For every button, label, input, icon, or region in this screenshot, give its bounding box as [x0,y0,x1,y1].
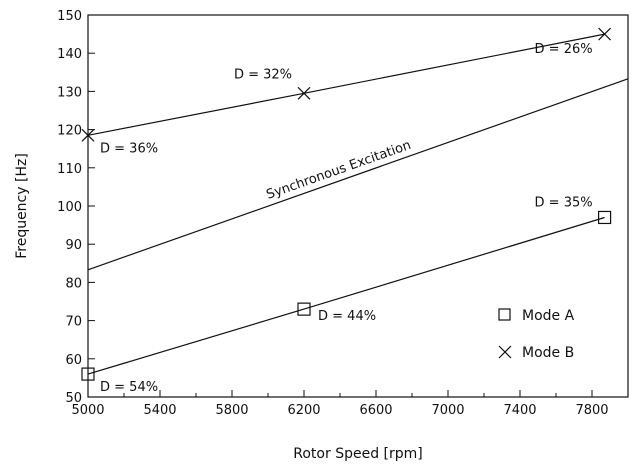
damping-label: D = 26% [535,42,593,57]
y-tick-label: 90 [65,238,82,253]
legend-marker-mode-a [498,308,511,321]
y-tick-label: 50 [65,391,82,406]
y-tick-label: 140 [57,47,82,62]
legend: Mode A Mode B [498,308,575,361]
x-tick-label: 6600 [359,403,392,418]
x-tick-label: 7000 [431,403,464,418]
x-axis-label: Rotor Speed [rpm] [293,446,422,462]
y-tick-label: 120 [57,124,82,139]
synchronous-excitation-line [87,78,629,271]
mode-b-point [297,86,311,100]
ticks-layer: 5000 5400 5800 6200 6600 7000 7400 7800 50 60 70 80… [57,9,629,418]
y-tick-label: 70 [65,315,82,330]
y-tick-label: 150 [57,9,82,24]
y-tick-label: 110 [57,162,82,177]
mode-b-point [598,27,612,41]
series-line-mode-a [87,216,605,375]
damping-label: D = 35% [535,195,593,210]
synchronous-excitation-label: Synchronous Excitation [265,138,414,203]
series-line-mode-b [87,33,605,136]
plot-frame [87,14,629,398]
y-tick-label: 100 [57,200,82,215]
reference-layer: Synchronous Excitation [87,78,629,271]
mode-a-point [597,210,612,225]
damping-label: D = 32% [234,67,292,82]
legend-label-mode-a: Mode A [522,308,575,324]
y-tick-label: 130 [57,85,82,100]
x-tick-label: 6200 [287,403,320,418]
y-axis-label: Frequency [Hz] [14,153,30,259]
mode-a-point [297,302,311,316]
series-layer: D = 54% D = 44% D = 35% D = 36% D = 32% D = 2… [81,27,612,395]
x-tick-label: 7800 [575,403,608,418]
mode-b-point [81,128,95,142]
y-tick-label: 60 [65,353,82,368]
damping-label: D = 36% [100,141,158,156]
x-tick-label: 5400 [143,403,176,418]
legend-marker-mode-b [498,345,512,359]
x-tick-label: 5000 [71,403,104,418]
damping-label: D = 54% [100,380,158,395]
y-tick-label: 80 [65,276,82,291]
x-tick-label: 5800 [215,403,248,418]
legend-label-mode-b: Mode B [522,345,574,361]
mode-a-point [81,367,95,381]
damping-label: D = 44% [318,309,376,324]
x-tick-label: 7400 [503,403,536,418]
